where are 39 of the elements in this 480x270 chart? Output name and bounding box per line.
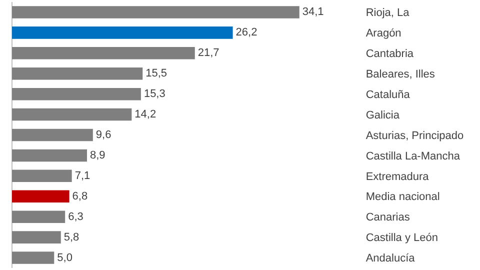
y-tick-label: Andalucía [366,252,416,265]
bar [12,170,72,182]
data-label: 5,0 [57,252,72,264]
bar [12,231,61,244]
data-label: 15,5 [146,68,168,80]
bar [12,67,143,80]
bar [12,252,54,264]
y-tick-label: Asturias, Principado [366,130,464,142]
bar [12,128,93,142]
data-label: 5,8 [64,231,80,244]
bar [12,26,233,39]
data-label: 14,2 [134,108,156,121]
y-tick-label: Aragón [366,28,402,40]
bar [12,47,195,60]
y-tick-label: Media nacional [366,191,440,204]
y-tick-label: Castilla y León [366,232,438,244]
data-label: 21,7 [198,47,220,60]
y-tick-label: Cantabria [366,48,414,60]
data-label: 6,8 [72,190,88,202]
data-label: 7,1 [74,170,90,182]
data-label: 8,9 [90,149,106,162]
bar [12,190,70,203]
data-label: 34,1 [302,6,324,18]
y-tick-label: Galicia [366,109,400,122]
y-tick-label: Cataluña [366,88,411,101]
bar [12,6,300,18]
y-tick-label: Castilla La-Mancha [366,150,461,162]
data-label: 15,3 [144,88,166,100]
bar [12,88,141,100]
y-tick-label: Canarias [366,212,410,224]
y-tick-label: Rioja, La [366,7,410,20]
bar [12,108,132,121]
data-label: 9,6 [96,129,112,141]
data-label: 6,3 [68,210,84,223]
bar [12,149,87,162]
bar [12,210,66,223]
y-tick-label: Baleares, Illes [366,68,436,80]
data-label: 26,2 [236,26,258,39]
y-tick-label: Extremadura [366,170,430,183]
